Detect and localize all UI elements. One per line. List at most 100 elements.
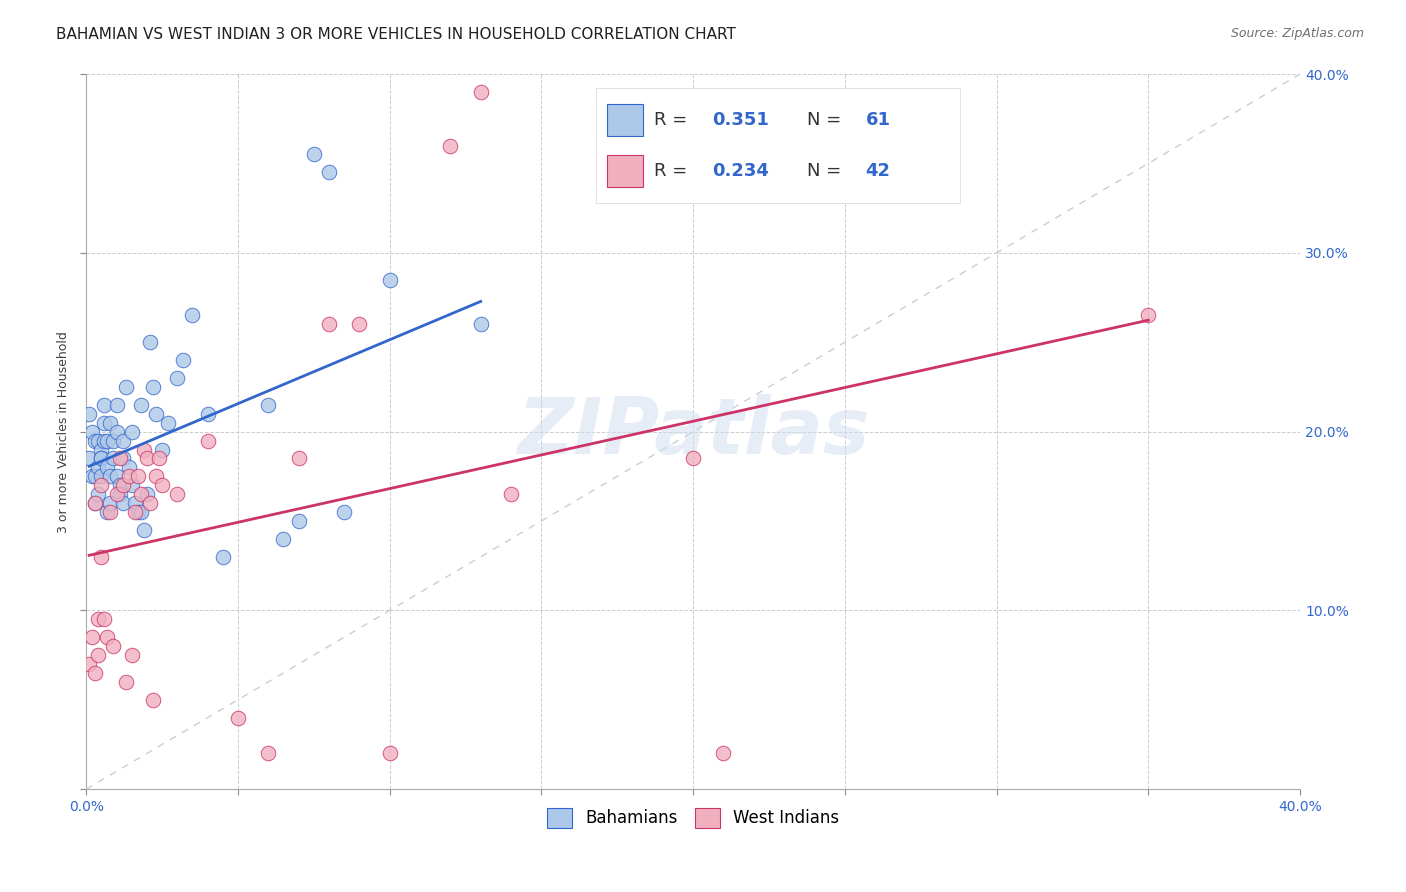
Point	[127, 469, 149, 483]
Point	[127, 505, 149, 519]
Point	[378, 747, 401, 761]
Point	[121, 425, 143, 439]
Point	[439, 138, 461, 153]
Point	[100, 416, 122, 430]
Point	[93, 398, 115, 412]
Point	[470, 318, 492, 332]
Point	[197, 407, 219, 421]
Point	[129, 487, 152, 501]
Point	[105, 469, 128, 483]
Point	[682, 451, 704, 466]
Point	[77, 657, 100, 671]
Point	[90, 469, 112, 483]
Point	[111, 451, 134, 466]
Point	[135, 487, 157, 501]
Text: Source: ZipAtlas.com: Source: ZipAtlas.com	[1230, 27, 1364, 40]
Point	[84, 434, 107, 448]
Y-axis label: 3 or more Vehicles in Household: 3 or more Vehicles in Household	[58, 331, 70, 533]
Point	[103, 434, 125, 448]
Point	[90, 451, 112, 466]
Point	[96, 630, 118, 644]
Point	[349, 318, 371, 332]
Point	[121, 648, 143, 662]
Point	[108, 451, 131, 466]
Point	[87, 434, 110, 448]
Point	[132, 523, 155, 537]
Point	[103, 451, 125, 466]
Point	[111, 478, 134, 492]
Point	[114, 380, 136, 394]
Point	[87, 648, 110, 662]
Point	[108, 487, 131, 501]
Point	[139, 335, 162, 350]
Point	[82, 469, 104, 483]
Point	[287, 451, 309, 466]
Point	[145, 469, 167, 483]
Point	[90, 451, 112, 466]
Point	[124, 496, 146, 510]
Point	[84, 469, 107, 483]
Point	[142, 693, 165, 707]
Point	[499, 487, 522, 501]
Point	[82, 630, 104, 644]
Point	[139, 496, 162, 510]
Point	[318, 318, 340, 332]
Point	[333, 505, 356, 519]
Point	[211, 549, 233, 564]
Point	[166, 487, 188, 501]
Point	[84, 665, 107, 680]
Point	[157, 416, 180, 430]
Point	[124, 505, 146, 519]
Point	[77, 407, 100, 421]
Point	[90, 478, 112, 492]
Point	[87, 460, 110, 475]
Point	[117, 460, 139, 475]
Point	[84, 496, 107, 510]
Point	[257, 398, 280, 412]
Point	[378, 272, 401, 286]
Point	[135, 451, 157, 466]
Point	[226, 711, 249, 725]
Point	[181, 309, 204, 323]
Point	[111, 496, 134, 510]
Legend: Bahamians, West Indians: Bahamians, West Indians	[540, 801, 845, 835]
Point	[108, 478, 131, 492]
Point	[302, 147, 325, 161]
Point	[129, 398, 152, 412]
Point	[87, 612, 110, 626]
Point	[96, 460, 118, 475]
Point	[82, 425, 104, 439]
Point	[257, 747, 280, 761]
Point	[197, 434, 219, 448]
Point	[100, 505, 122, 519]
Point	[90, 442, 112, 457]
Point	[713, 747, 735, 761]
Point	[96, 434, 118, 448]
Point	[77, 451, 100, 466]
Point	[142, 380, 165, 394]
Point	[150, 478, 173, 492]
Point	[1137, 309, 1160, 323]
Point	[93, 416, 115, 430]
Point	[105, 398, 128, 412]
Point	[318, 165, 340, 179]
Point	[84, 496, 107, 510]
Point	[90, 549, 112, 564]
Point	[100, 496, 122, 510]
Point	[100, 469, 122, 483]
Point	[287, 514, 309, 528]
Point	[117, 469, 139, 483]
Point	[148, 451, 170, 466]
Point	[132, 442, 155, 457]
Text: ZIPatlas: ZIPatlas	[517, 393, 869, 469]
Text: BAHAMIAN VS WEST INDIAN 3 OR MORE VEHICLES IN HOUSEHOLD CORRELATION CHART: BAHAMIAN VS WEST INDIAN 3 OR MORE VEHICL…	[56, 27, 737, 42]
Point	[273, 532, 295, 546]
Point	[111, 434, 134, 448]
Point	[121, 478, 143, 492]
Point	[87, 487, 110, 501]
Point	[150, 442, 173, 457]
Point	[105, 425, 128, 439]
Point	[470, 85, 492, 99]
Point	[145, 407, 167, 421]
Point	[103, 639, 125, 653]
